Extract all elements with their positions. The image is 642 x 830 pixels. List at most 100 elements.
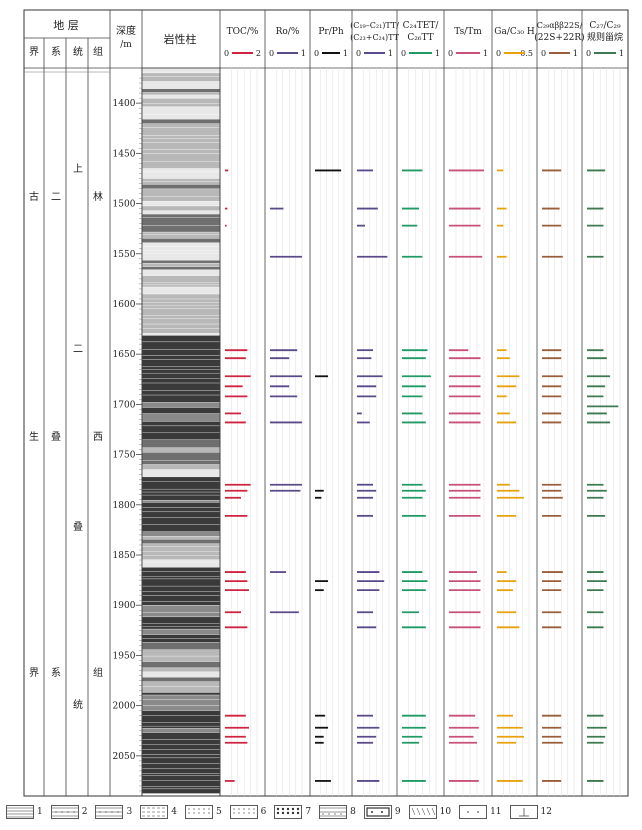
lithology-layer bbox=[141, 188, 221, 197]
lithology-layer bbox=[141, 681, 221, 687]
lithology-layer bbox=[141, 546, 221, 552]
track-scale-min-prph: 0 bbox=[314, 49, 319, 58]
lithology-layer bbox=[141, 196, 221, 202]
lithology-layer bbox=[141, 677, 221, 682]
legend: 1 2 3 4 5 6 7 8 9 10 11 12 bbox=[6, 800, 636, 824]
depth-axis-title: 深度 bbox=[116, 24, 136, 37]
lithology-layer bbox=[141, 692, 221, 696]
track-scale-min-c29: 0 bbox=[541, 49, 546, 58]
lithology-layer bbox=[141, 252, 221, 261]
strata-xi-2: 系 bbox=[51, 667, 61, 679]
lithology-layer bbox=[141, 98, 221, 104]
track-scale-max-ga: 0.5 bbox=[520, 49, 533, 58]
legend-label: 6 bbox=[260, 807, 267, 817]
depth-tick-label: 1750 bbox=[113, 451, 136, 461]
lithology-layer bbox=[141, 561, 221, 568]
legend-item: 2 bbox=[50, 805, 87, 819]
lithology-layer bbox=[141, 578, 221, 587]
lithology-layer bbox=[141, 491, 221, 496]
lithology-layer bbox=[141, 153, 221, 162]
track-title-c29: (22S+22R) bbox=[534, 32, 584, 43]
lithology-layer bbox=[141, 413, 221, 422]
track-title-ctt: (C₁₉–C₂₁)TT/ bbox=[350, 21, 399, 30]
lithology-layer bbox=[141, 773, 221, 777]
legend-item: 5 bbox=[185, 805, 222, 819]
lithology-layer bbox=[141, 284, 221, 288]
lithology-layer bbox=[141, 269, 221, 276]
track-title-tstm: Ts/Tm bbox=[454, 27, 482, 37]
depth-tick-label: 1600 bbox=[113, 300, 136, 310]
lithology-layer bbox=[141, 234, 221, 239]
lithology-layer bbox=[141, 407, 221, 414]
lithology-layer bbox=[141, 378, 221, 384]
lithology-layer bbox=[141, 88, 221, 93]
legend-swatch bbox=[408, 805, 437, 819]
lithology-layer bbox=[141, 135, 221, 139]
lithology-layer bbox=[141, 728, 221, 733]
lithology-layer bbox=[141, 667, 221, 673]
lithology-layer bbox=[141, 92, 221, 96]
track-scale-min-toc: 0 bbox=[224, 49, 229, 58]
legend-swatch bbox=[185, 805, 213, 819]
lithology-layer bbox=[141, 531, 221, 537]
lithology-layer bbox=[141, 612, 221, 618]
legend-label: 11 bbox=[490, 807, 502, 817]
strata-tong-1: 二 bbox=[73, 344, 83, 355]
lithology-layer bbox=[141, 502, 221, 508]
lithology-layer bbox=[141, 425, 221, 433]
lithology-layer bbox=[141, 238, 221, 243]
lithology-layer bbox=[141, 601, 221, 606]
track-scale-max-c29: 1 bbox=[573, 49, 578, 58]
lithology-layer bbox=[141, 333, 221, 336]
lithology-layer bbox=[141, 282, 221, 286]
lithology-layer bbox=[141, 739, 221, 745]
track-scale-max-c24tet: 1 bbox=[435, 49, 440, 58]
lithology-layer bbox=[141, 76, 221, 82]
lithology-layer bbox=[141, 72, 221, 77]
legend-label: 10 bbox=[439, 807, 452, 817]
lithology-layer bbox=[141, 780, 221, 787]
lithology-layer bbox=[141, 402, 221, 408]
track-scale-min-c24tet: 0 bbox=[401, 49, 406, 58]
track-scale-min-ctt: 0 bbox=[356, 49, 361, 58]
track-title-prph: Pr/Ph bbox=[318, 27, 343, 37]
depth-tick-label: 2050 bbox=[113, 752, 136, 762]
track-title-ro: Ro/% bbox=[276, 27, 300, 37]
legend-item: 10 bbox=[408, 805, 452, 819]
strata-jie-0: 古 bbox=[29, 190, 39, 203]
lithology-layer bbox=[141, 605, 221, 613]
lithology-layer bbox=[141, 595, 221, 602]
lithology-layer bbox=[141, 694, 221, 700]
depth-tick-label: 1400 bbox=[113, 99, 136, 109]
strata-col-jie: 界 bbox=[29, 46, 39, 58]
depth-tick-label: 1450 bbox=[113, 149, 136, 159]
depth-tick-label: 1700 bbox=[113, 400, 136, 410]
strata-jie-1: 生 bbox=[29, 430, 39, 443]
legend-label: 5 bbox=[215, 807, 222, 817]
lithology-layer bbox=[141, 168, 221, 173]
lithology-layer bbox=[141, 67, 221, 74]
strata-xi-0: 二 bbox=[51, 192, 61, 203]
legend-swatch bbox=[363, 805, 392, 819]
legend-item: 1 bbox=[6, 805, 43, 819]
lithology-layer bbox=[141, 341, 221, 350]
legend-label: 12 bbox=[540, 807, 552, 817]
lithology-layer bbox=[141, 722, 221, 727]
lithology-layer bbox=[141, 225, 221, 233]
lithology-layer bbox=[141, 298, 221, 303]
legend-item: 4 bbox=[140, 805, 177, 819]
lithology-layer bbox=[141, 390, 221, 396]
lithology-layer bbox=[141, 181, 221, 185]
lithology-layer bbox=[141, 286, 221, 295]
track-title-c27c29: 规则甾烷 bbox=[587, 31, 623, 43]
track-scale-min-ga: 0 bbox=[496, 49, 501, 58]
strata-tong-0: 上 bbox=[73, 163, 83, 175]
lithology-layer bbox=[141, 517, 221, 525]
legend-item: 8 bbox=[319, 805, 356, 819]
lithology-layer bbox=[141, 725, 221, 729]
lithology-layer bbox=[141, 567, 221, 572]
depth-tick-label: 1550 bbox=[113, 250, 136, 260]
lithology-layer bbox=[141, 464, 221, 470]
lithology-layer bbox=[141, 366, 221, 370]
